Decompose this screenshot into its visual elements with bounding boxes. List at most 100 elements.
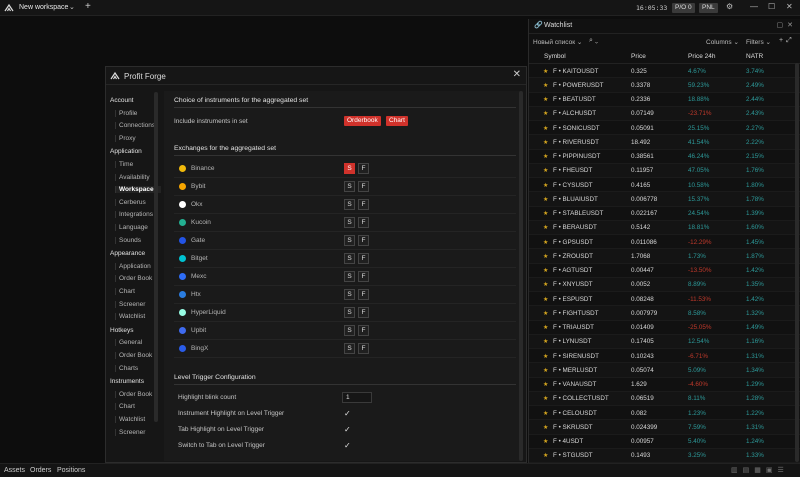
tab-orders[interactable]: Orders <box>30 467 52 474</box>
tab-highlight-checkbox[interactable]: ✓ <box>344 425 351 434</box>
futures-toggle[interactable]: F <box>358 253 369 264</box>
table-row[interactable]: ★ F • BLUAIUSDT 0.006778 15.37% 1.78% <box>529 192 800 207</box>
table-row[interactable]: ★ F • BEATUSDT 0.2336 18.88% 2.44% <box>529 93 800 107</box>
table-row[interactable]: ★ F • SKRUSDT 0.024399 7.59% 1.31% <box>529 420 800 435</box>
spot-toggle[interactable]: S <box>344 289 355 300</box>
table-row[interactable]: ★ F • POWERUSDT 0.3378 59.23% 2.49% <box>529 78 800 93</box>
sidebar-item-integrations[interactable]: Integrations <box>115 211 161 219</box>
spot-toggle[interactable]: S <box>344 307 355 318</box>
sidebar-item-chart[interactable]: Chart <box>115 403 161 411</box>
more-icons[interactable]: +⤢ <box>779 37 795 45</box>
spot-toggle[interactable]: S <box>344 235 355 246</box>
table-row[interactable]: ★ F • BERAUSDT 0.5142 18.81% 1.60% <box>529 220 800 235</box>
search-icon[interactable]: ⌕ ⌄ <box>589 37 599 44</box>
table-row[interactable]: ★ F • LYNUSDT 0.17405 12.54% 1.16% <box>529 334 800 349</box>
star-icon[interactable]: ★ <box>543 97 549 103</box>
futures-toggle[interactable]: F <box>358 235 369 246</box>
star-icon[interactable]: ★ <box>543 310 549 317</box>
table-row[interactable]: ★ F • XNYUSDT 0.0052 8.89% 1.35% <box>529 277 800 292</box>
table-row[interactable]: ★ F • CELOUSDT 0.082 1.23% 1.22% <box>529 406 800 421</box>
futures-toggle[interactable]: F <box>358 217 369 228</box>
grid-icon[interactable]: ▦ <box>754 467 766 474</box>
sidebar-item-screener[interactable]: Screener <box>115 300 161 308</box>
spot-toggle[interactable]: S <box>344 343 355 354</box>
star-icon[interactable]: ★ <box>543 268 549 274</box>
table-row[interactable]: ★ F • VANAUSDT 1.629 -4.60% 1.29% <box>529 378 800 392</box>
orderbook-button[interactable]: Orderbook <box>344 116 381 126</box>
star-icon[interactable]: ★ <box>543 424 549 431</box>
status-icons[interactable]: ▥▤▦▣☰ <box>731 466 789 474</box>
star-icon[interactable]: ★ <box>543 453 549 460</box>
panel-controls[interactable]: ▢✕ <box>777 21 798 29</box>
filters-dropdown[interactable]: Filters ⌄ <box>746 39 771 46</box>
table-row[interactable]: ★ F • TRIAUSDT 0.01409 -25.05% 1.49% <box>529 321 800 335</box>
star-icon[interactable]: ★ <box>543 367 549 374</box>
sidebar-item-screener[interactable]: Screener <box>115 428 161 436</box>
table-row[interactable]: ★ F • STABLEUSDT 0.022167 24.54% 1.39% <box>529 207 800 221</box>
star-icon[interactable]: ★ <box>543 82 549 89</box>
close-icon[interactable]: ✕ <box>512 69 521 80</box>
minimize-icon[interactable]: — <box>750 2 758 11</box>
maximize-icon[interactable]: ☐ <box>768 2 776 11</box>
close-icon[interactable]: ✕ <box>786 2 793 11</box>
sidebar-item-watchlist[interactable]: Watchlist <box>115 416 161 423</box>
table-row[interactable]: ★ F • FIGHTUSDT 0.007979 8.58% 1.32% <box>529 306 800 321</box>
sidebar-item-connections[interactable]: Connections <box>115 122 161 130</box>
spot-toggle[interactable]: S <box>344 325 355 336</box>
futures-toggle[interactable]: F <box>358 343 369 354</box>
close-panel-icon[interactable]: ✕ <box>787 22 797 29</box>
table-row[interactable]: ★ F • 4USDT 0.00957 5.40% 1.24% <box>529 435 800 449</box>
table-row[interactable]: ★ F • SIRENUSDT 0.10243 -6.71% 1.31% <box>529 349 800 364</box>
blink-count-input[interactable]: 1 <box>342 392 372 403</box>
sidebar-item-order-book[interactable]: Order Book <box>115 390 161 398</box>
sidebar-item-language[interactable]: Language <box>115 224 161 231</box>
star-icon[interactable]: ★ <box>543 225 549 232</box>
spot-toggle[interactable]: S <box>344 217 355 228</box>
chevron-down-icon[interactable]: ⌄ <box>69 4 75 11</box>
star-icon[interactable]: ★ <box>543 296 549 303</box>
table-row[interactable]: ★ F • COLLECTUSDT 0.06519 8.11% 1.28% <box>529 391 800 406</box>
sidebar-item-time[interactable]: Time <box>115 161 161 168</box>
star-icon[interactable]: ★ <box>543 182 549 189</box>
expand-icon[interactable]: ⤢ <box>786 37 795 44</box>
chart-icon[interactable]: ▥ <box>731 467 743 474</box>
spot-toggle[interactable]: S <box>344 163 355 174</box>
star-icon[interactable]: ★ <box>543 253 549 260</box>
tab-assets[interactable]: Assets <box>4 467 26 474</box>
link-icon[interactable]: 🔗 <box>534 22 543 29</box>
star-icon[interactable]: ★ <box>543 382 549 388</box>
table-row[interactable]: ★ F • STGUSDT 0.1493 3.25% 1.33% <box>529 448 800 463</box>
window-icon[interactable]: ▣ <box>765 467 778 474</box>
list-icon[interactable]: ☰ <box>777 467 789 474</box>
star-icon[interactable]: ★ <box>543 168 549 175</box>
futures-toggle[interactable]: F <box>358 325 369 336</box>
spot-toggle[interactable]: S <box>344 271 355 282</box>
sidebar-item-proxy[interactable]: Proxy <box>115 134 161 142</box>
star-icon[interactable]: ★ <box>543 111 549 118</box>
sidebar-item-sounds[interactable]: Sounds <box>115 236 161 244</box>
sidebar-item-charts[interactable]: Charts <box>115 364 161 372</box>
sidebar-item-watchlist[interactable]: Watchlist <box>115 313 161 321</box>
sidebar-item-order-book[interactable]: Order Book <box>115 352 161 359</box>
table-row[interactable]: ★ F • AGTUSDT 0.00447 -13.50% 1.42% <box>529 264 800 278</box>
star-icon[interactable]: ★ <box>543 282 549 289</box>
sidebar-item-order-book[interactable]: Order Book <box>115 275 161 283</box>
futures-toggle[interactable]: F <box>358 181 369 192</box>
star-icon[interactable]: ★ <box>543 139 549 146</box>
table-row[interactable]: ★ F • SONICUSDT 0.05091 25.15% 2.27% <box>529 121 800 136</box>
header-symbol[interactable]: Symbol <box>544 53 566 60</box>
star-icon[interactable]: ★ <box>543 339 549 346</box>
workspace-name[interactable]: New workspace <box>19 4 69 11</box>
layout-icon[interactable]: ▤ <box>742 467 755 474</box>
table-row[interactable]: ★ F • ALCHUSDT 0.07149 -23.71% 2.43% <box>529 106 800 121</box>
star-icon[interactable]: ★ <box>543 439 549 445</box>
pnl-button[interactable]: PNL <box>699 3 718 13</box>
star-icon[interactable]: ★ <box>543 68 549 75</box>
star-icon[interactable]: ★ <box>543 410 549 417</box>
watchlist-scrollbar[interactable] <box>795 63 799 462</box>
star-icon[interactable]: ★ <box>543 396 549 403</box>
spot-toggle[interactable]: S <box>344 253 355 264</box>
star-icon[interactable]: ★ <box>543 125 549 132</box>
popout-icon[interactable]: ▢ <box>776 22 788 29</box>
spot-toggle[interactable]: S <box>344 181 355 192</box>
